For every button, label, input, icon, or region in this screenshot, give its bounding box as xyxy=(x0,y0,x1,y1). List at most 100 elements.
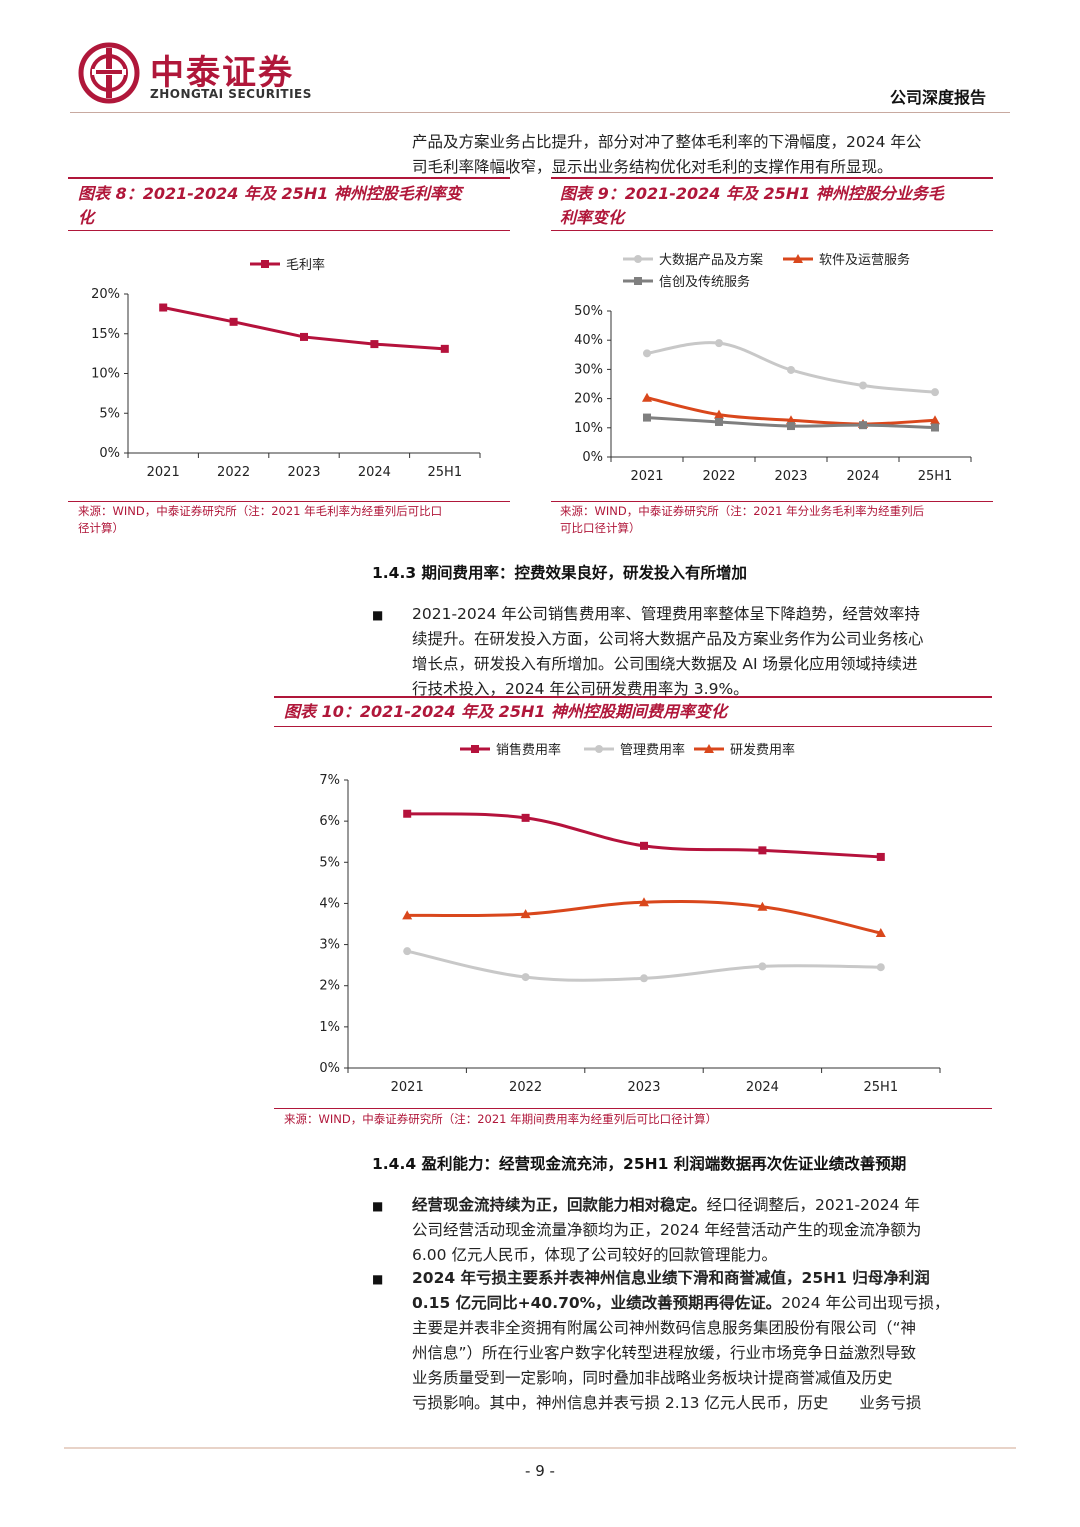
fig8-top-rule xyxy=(68,177,510,179)
paragraph-line: 2021-2024 年公司销售费用率、管理费用率整体呈下降趋势，经营效率持 xyxy=(412,605,920,623)
fig10-top-rule xyxy=(274,696,992,698)
fig10-source-rule xyxy=(274,1108,992,1109)
paragraph-line: 主要是并表非全资拥有附属公司神州数码信息服务集团股份有限公司（“神 xyxy=(412,1319,917,1337)
x-tick-label: 2022 xyxy=(702,469,735,484)
data-point xyxy=(521,813,530,822)
data-point xyxy=(639,897,649,907)
y-tick-label: 15% xyxy=(91,327,120,342)
paragraph-line: 增长点，研发投入有所增加。公司围绕大数据及 AI 场景化应用领域持续进 xyxy=(412,655,918,673)
data-point xyxy=(643,349,651,358)
fig9-title-line: 图表 9：2021-2024 年及 25H1 神州控股分业务毛 xyxy=(560,184,944,203)
x-tick-label: 2021 xyxy=(147,465,180,480)
legend-label: 信创及传统服务 xyxy=(659,274,750,290)
data-point xyxy=(876,852,885,861)
fig8-title-line: 化 xyxy=(78,208,95,227)
data-point xyxy=(793,254,803,263)
data-point xyxy=(643,413,651,422)
data-point xyxy=(159,303,168,312)
section-1-4-4-heading: 1.4.4 盈利能力：经营现金流充沛，25H1 利润端数据再次佐证业绩改善预期 xyxy=(372,1155,907,1173)
series-line xyxy=(407,900,882,935)
data-point xyxy=(640,841,648,850)
data-point xyxy=(300,332,308,341)
x-tick-label: 2021 xyxy=(630,469,663,484)
fig9-source-line: 可比口径计算） xyxy=(560,521,641,535)
x-tick-label: 2023 xyxy=(627,1080,660,1095)
data-point xyxy=(930,415,940,425)
series-line xyxy=(162,306,445,351)
paragraph-line: 公司经营活动现金流量净额均为正，2024 年经营活动产生的现金流净额为 xyxy=(412,1221,922,1239)
company-logo xyxy=(78,42,140,104)
data-point xyxy=(859,381,867,390)
x-tick-label: 25H1 xyxy=(864,1080,899,1095)
fig9-source-rule xyxy=(551,501,993,502)
legend-label: 管理费用率 xyxy=(620,742,685,758)
data-point xyxy=(876,963,885,972)
brand-name-en: ZHONGTAI SECURITIES xyxy=(150,87,312,101)
data-point xyxy=(229,317,238,326)
fig9-title: 图表 9：2021-2024 年及 25H1 神州控股分业务毛 利率变化 xyxy=(560,182,990,230)
fig9-top-rule xyxy=(551,177,993,179)
data-point xyxy=(704,744,714,753)
fig10-title-rule xyxy=(274,726,992,727)
x-tick-label: 2023 xyxy=(774,469,807,484)
data-point xyxy=(261,260,269,268)
legend-label: 大数据产品及方案 xyxy=(659,252,763,268)
bullet-1-paragraph: 经营现金流持续为正，回款能力相对稳定。经口径调整后，2021-2024 年 公司… xyxy=(412,1193,1002,1268)
data-point xyxy=(403,947,412,956)
x-tick-label: 2022 xyxy=(509,1080,542,1095)
section-1-4-3-paragraph: 2021-2024 年公司销售费用率、管理费用率整体呈下降趋势，经营效率持 续提… xyxy=(412,602,1002,702)
paragraph-line: 行技术投入，2024 年公司研发费用率为 3.9%。 xyxy=(412,680,749,698)
y-tick-label: 1% xyxy=(319,1020,340,1035)
data-point xyxy=(714,409,724,419)
x-tick-label: 2024 xyxy=(846,469,879,484)
data-point xyxy=(370,340,379,349)
fig10-title: 图表 10：2021-2024 年及 25H1 神州控股期间费用率变化 xyxy=(284,702,728,721)
paragraph-text: 2024 年公司出现亏损， xyxy=(781,1294,950,1312)
x-tick-label: 25H1 xyxy=(918,469,953,484)
data-point xyxy=(471,745,479,753)
paragraph-line: 0.15 亿元同比+40.70%，业绩改善预期再得佐证。2024 年公司出现亏损… xyxy=(412,1291,1002,1316)
bullet-marker: ■ xyxy=(372,1272,384,1286)
y-tick-label: 0% xyxy=(582,450,603,465)
y-tick-label: 5% xyxy=(99,406,120,421)
legend-label: 销售费用率 xyxy=(496,742,561,758)
bullet-marker: ■ xyxy=(372,1199,384,1213)
fig8-source-rule xyxy=(68,501,510,502)
y-tick-label: 3% xyxy=(319,938,340,953)
report-type: 公司深度报告 xyxy=(889,88,986,107)
intro-line: 产品及方案业务占比提升，部分对冲了整体毛利率的下滑幅度，2024 年公 xyxy=(412,133,922,151)
fig9-source-line: 来源：WIND，中泰证券研究所（注：2021 年分业务毛利率为经重列后 xyxy=(560,504,925,518)
paragraph-line: 经营现金流持续为正，回款能力相对稳定。经口径调整后，2021-2024 年 xyxy=(412,1193,1002,1218)
y-tick-label: 30% xyxy=(574,362,603,377)
y-tick-label: 7% xyxy=(319,773,340,788)
y-tick-label: 10% xyxy=(574,421,603,436)
y-tick-label: 10% xyxy=(91,367,120,382)
fig8-source: 来源：WIND，中泰证券研究所（注：2021 年毛利率为经重列后可比口 径计算） xyxy=(78,503,508,537)
data-point xyxy=(715,339,723,348)
x-tick-label: 2021 xyxy=(391,1080,424,1095)
paragraph-line: 6.00 亿元人民币，体现了公司较好的回款管理能力。 xyxy=(412,1246,777,1264)
data-point xyxy=(787,365,795,374)
intro-paragraph: 产品及方案业务占比提升，部分对冲了整体毛利率的下滑幅度，2024 年公 司毛利率… xyxy=(412,130,1002,180)
y-tick-label: 2% xyxy=(319,979,340,994)
paragraph-line: 2024 年亏损主要系并表神州信息业绩下滑和商誉减值，25H1 归母净利润 xyxy=(412,1266,1002,1291)
y-tick-label: 0% xyxy=(319,1061,340,1076)
data-point xyxy=(440,344,449,353)
legend-label: 毛利率 xyxy=(286,257,325,273)
paragraph-line: 续提升。在研发投入方面，公司将大数据产品及方案业务作为公司业务核心 xyxy=(412,630,924,648)
fig9-title-line: 利率变化 xyxy=(560,208,625,227)
fig8-line-chart: 0% 5% 10% 15% 20% 2021 2022 2023 2024 25H1 毛利率 xyxy=(91,257,481,480)
series-line xyxy=(407,812,881,859)
fig10-line-chart: 0% 1% 2% 3% 4% 5% 6% 7% 2021 2022 2023 2024 25H1 销售费用… xyxy=(319,742,941,1095)
x-tick-label: 2024 xyxy=(746,1080,779,1095)
fig8-title: 图表 8：2021-2024 年及 25H1 神州控股毛利率变 化 xyxy=(78,182,508,230)
fig9-source: 来源：WIND，中泰证券研究所（注：2021 年分业务毛利率为经重列后 可比口径… xyxy=(560,503,990,537)
x-tick-label: 2022 xyxy=(217,465,250,480)
fig8-title-line: 图表 8：2021-2024 年及 25H1 神州控股毛利率变 xyxy=(78,184,462,203)
fig9-title-rule xyxy=(551,230,993,231)
paragraph-text: 经口径调整后，2021-2024 年 xyxy=(706,1196,920,1214)
fig8-source-line: 来源：WIND，中泰证券研究所（注：2021 年毛利率为经重列后可比口 xyxy=(78,504,443,518)
y-tick-label: 5% xyxy=(319,855,340,870)
data-point xyxy=(640,974,648,983)
y-tick-label: 0% xyxy=(99,446,120,461)
